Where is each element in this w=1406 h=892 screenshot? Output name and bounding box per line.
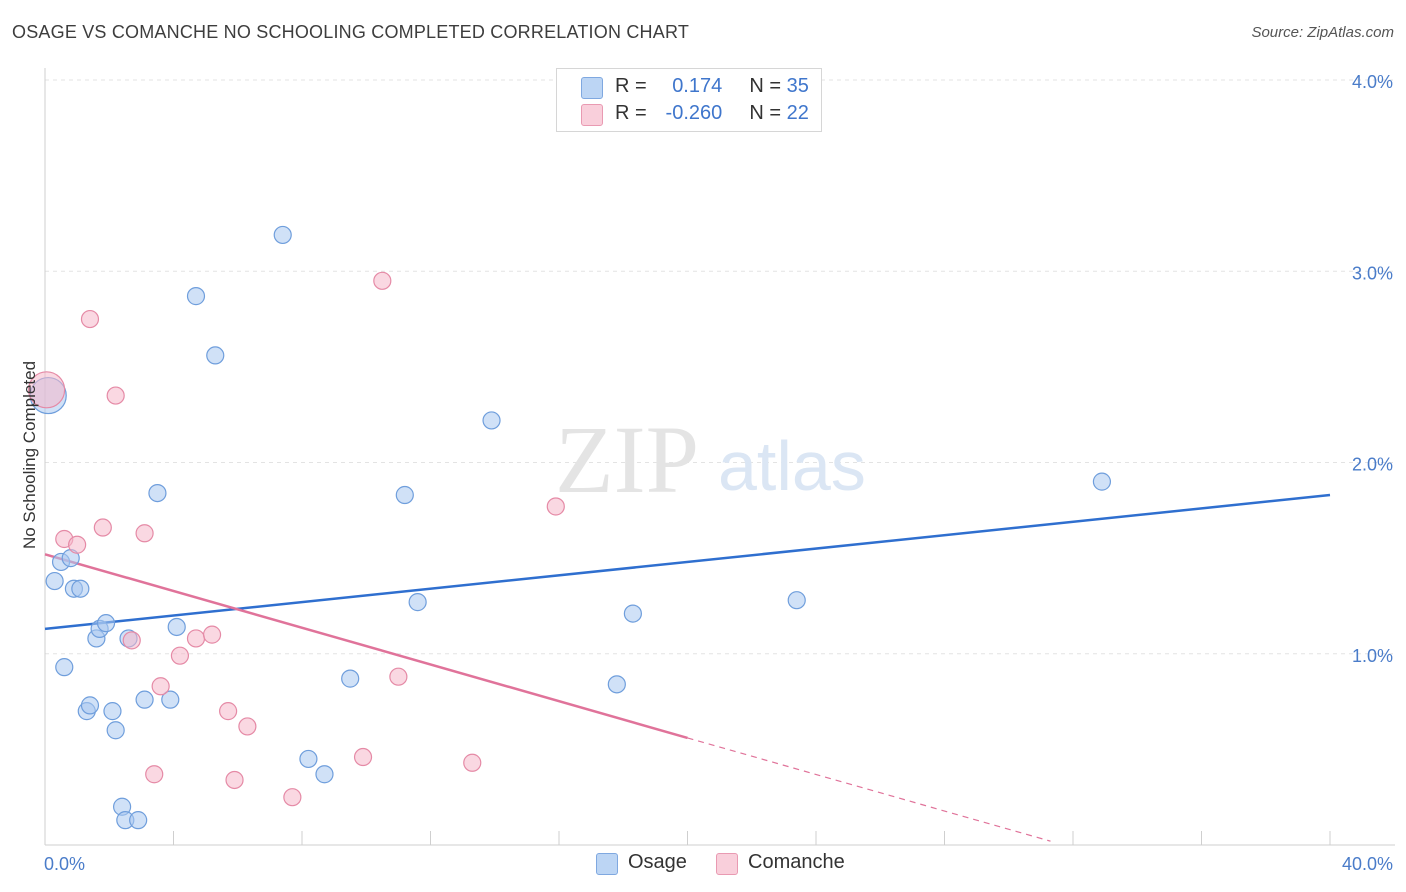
point-osage <box>103 702 122 721</box>
y-tick-label: 2.0% <box>1352 455 1393 475</box>
point-comanche <box>93 518 112 537</box>
point-osage <box>408 593 427 612</box>
point-comanche <box>28 371 66 409</box>
point-osage <box>299 749 318 769</box>
point-osage <box>167 617 186 637</box>
data-points <box>28 225 1112 830</box>
point-osage <box>161 690 180 709</box>
point-comanche <box>202 625 222 644</box>
legend-r-value-osage: 0.174 <box>672 75 723 97</box>
chart-title: OSAGE VS COMANCHE NO SCHOOLING COMPLETED… <box>12 22 690 42</box>
legend-r-value-comanche: -0.260 <box>665 102 723 124</box>
trend-line-osage <box>44 493 1331 631</box>
point-comanche <box>389 667 408 686</box>
point-comanche <box>170 646 190 665</box>
point-osage <box>607 675 626 694</box>
x-tick-label: 0.0% <box>44 854 85 874</box>
point-comanche <box>68 535 87 554</box>
point-comanche <box>546 497 565 516</box>
point-comanche <box>122 631 141 650</box>
axes <box>44 68 1395 846</box>
point-comanche <box>353 747 373 767</box>
point-comanche <box>151 677 170 696</box>
bottom-legend-label-comanche: Comanche <box>748 851 845 873</box>
legend-n-label: N = <box>749 75 782 97</box>
point-osage <box>315 765 334 784</box>
point-comanche <box>106 386 125 405</box>
point-osage <box>273 225 292 245</box>
y-tick-label: 4.0% <box>1352 72 1393 92</box>
point-osage <box>135 690 154 709</box>
x-tick-label: 40.0% <box>1342 854 1393 874</box>
trend-extension-comanche <box>687 737 1051 842</box>
source-credit: Source: ZipAtlas.com <box>1251 24 1394 41</box>
point-comanche <box>145 765 164 784</box>
point-osage <box>186 287 206 306</box>
point-osage <box>623 604 642 623</box>
legend-r-label: R = <box>615 102 647 124</box>
point-osage <box>45 571 64 591</box>
point-comanche <box>283 788 302 807</box>
point-osage <box>148 484 167 503</box>
point-osage <box>395 485 414 505</box>
bottom-swatch-comanche <box>716 853 738 875</box>
point-osage <box>341 669 360 688</box>
point-comanche <box>463 753 482 772</box>
point-comanche <box>135 524 154 543</box>
x-tick-labels: 0.0% 40.0% <box>44 854 1393 874</box>
legend-r-label: R = <box>615 75 647 97</box>
point-osage <box>206 346 225 365</box>
point-osage <box>55 658 74 677</box>
y-axis-label: No Schooling Completed <box>20 361 39 549</box>
point-osage <box>80 696 100 715</box>
point-osage <box>129 811 148 830</box>
point-comanche <box>373 271 392 290</box>
point-comanche <box>238 717 257 736</box>
point-comanche <box>225 770 244 790</box>
grid-lines <box>45 79 1395 655</box>
stats-legend: R = 0.174 N = 35 R = -0.260 N = 22 <box>556 68 822 132</box>
point-osage <box>787 591 806 610</box>
point-comanche <box>186 629 206 648</box>
y-tick-label: 1.0% <box>1352 646 1393 666</box>
legend-swatch-comanche <box>581 104 603 126</box>
watermark: ZIP atlas <box>555 406 866 513</box>
legend-n-value-comanche: 22 <box>786 102 809 124</box>
watermark-zip: ZIP <box>555 406 699 513</box>
y-tick-label: 3.0% <box>1352 263 1393 283</box>
trend-lines <box>44 493 1331 842</box>
bottom-legend-label-osage: Osage <box>628 851 687 873</box>
point-osage <box>106 721 125 740</box>
point-comanche <box>80 309 100 329</box>
point-comanche <box>219 702 238 721</box>
legend-n-label: N = <box>749 102 782 124</box>
y-tick-labels: 1.0% 2.0% 3.0% 4.0% <box>1352 72 1393 666</box>
point-osage <box>1092 472 1112 491</box>
point-osage <box>482 411 501 430</box>
watermark-atlas: atlas <box>718 427 866 505</box>
point-osage <box>96 614 116 633</box>
bottom-swatch-osage <box>596 853 618 875</box>
legend-n-value-osage: 35 <box>786 75 809 97</box>
legend-swatch-osage <box>581 77 603 99</box>
trend-line-comanche <box>44 553 688 740</box>
point-osage <box>71 579 90 598</box>
